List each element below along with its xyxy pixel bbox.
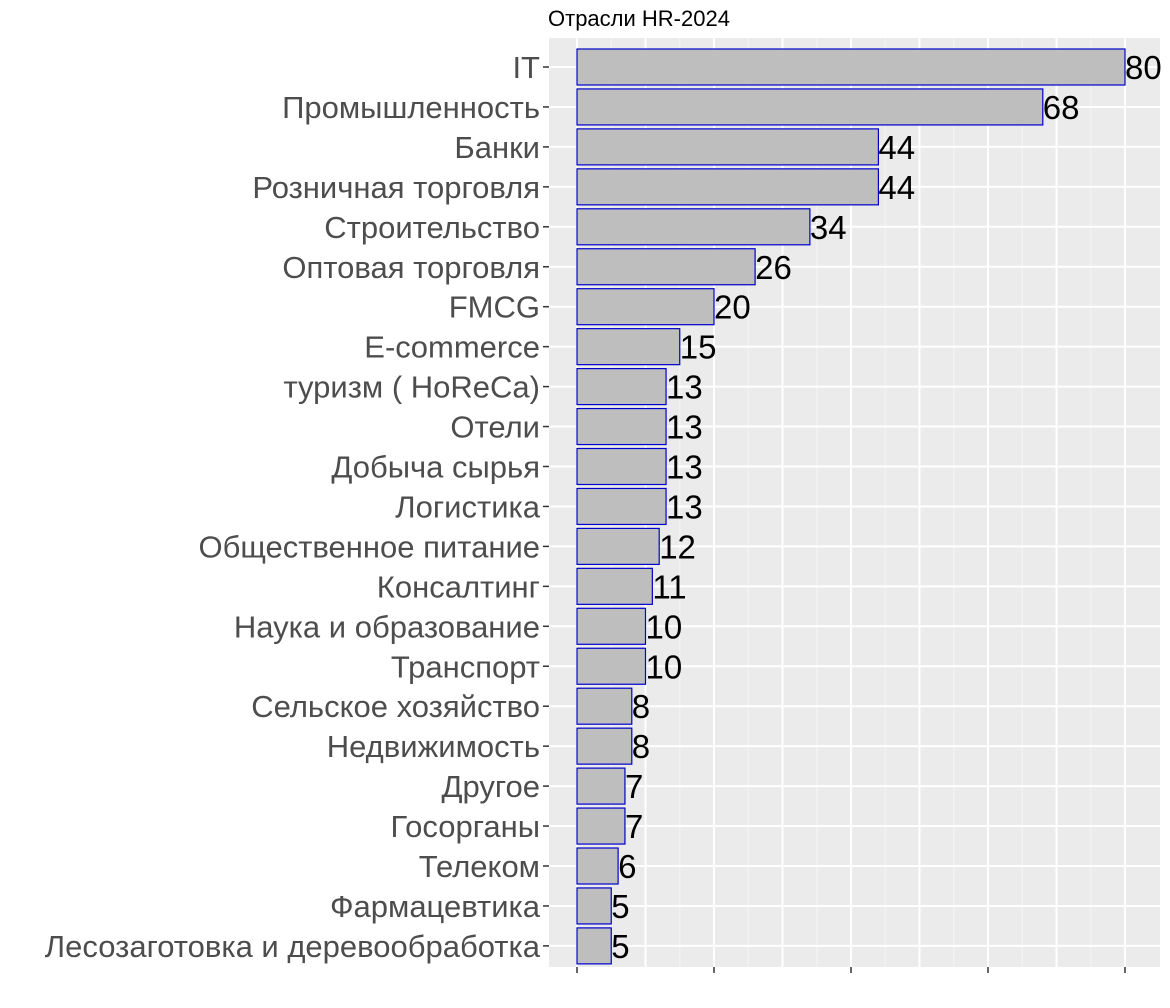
value-label: 26 — [755, 249, 792, 286]
bar — [576, 687, 633, 725]
x-axis-ticks — [543, 66, 1126, 973]
value-label: 34 — [810, 209, 847, 246]
value-label: 10 — [646, 608, 683, 645]
bar — [576, 767, 626, 805]
category-label: Лесозаготовка и деревообработка — [45, 929, 541, 964]
category-label: Логистика — [395, 489, 540, 524]
bar — [576, 527, 660, 566]
category-label: Добыча сырья — [331, 450, 540, 485]
value-label: 44 — [878, 169, 915, 206]
bar — [576, 807, 626, 845]
value-label: 7 — [625, 808, 643, 845]
category-label: Строительство — [324, 210, 540, 245]
category-label: Другое — [442, 769, 541, 804]
bar — [576, 88, 1044, 126]
value-label: 13 — [666, 409, 703, 446]
bar — [576, 647, 647, 685]
category-label: Отели — [450, 410, 540, 445]
bar — [576, 328, 681, 366]
category-label: Телеком — [419, 849, 540, 884]
category-label: Консалтинг — [377, 569, 540, 604]
value-label: 5 — [611, 888, 629, 925]
value-label: 7 — [625, 768, 643, 805]
category-label: Госорганы — [390, 809, 540, 844]
bars — [576, 48, 1126, 965]
category-label: Общественное питание — [198, 529, 540, 564]
category-label: FMCG — [449, 290, 540, 325]
bar — [576, 487, 667, 526]
value-label: 15 — [680, 329, 717, 366]
category-label: туризм ( HoReCa) — [283, 370, 540, 405]
value-label: 80 — [1125, 49, 1162, 86]
bar — [576, 208, 811, 246]
value-label: 20 — [714, 289, 751, 326]
value-label: 6 — [618, 848, 636, 885]
category-label: Промышленность — [282, 90, 540, 125]
bar — [576, 48, 1126, 86]
category-label: Недвижимость — [327, 729, 540, 764]
bar — [576, 927, 612, 965]
category-label: Оптовая торговля — [282, 250, 540, 285]
bar — [576, 407, 667, 446]
value-label: 5 — [611, 928, 629, 965]
bar — [576, 847, 619, 885]
chart-title: Отрасли HR-2024 — [548, 6, 730, 31]
bar — [576, 168, 879, 206]
value-label: 11 — [652, 568, 686, 605]
bar — [576, 727, 633, 765]
bar — [576, 128, 879, 166]
value-label: 13 — [666, 488, 703, 525]
value-label: 44 — [878, 129, 915, 166]
bar — [576, 368, 667, 406]
category-label: Сельское хозяйство — [251, 689, 540, 724]
category-label: Банки — [454, 130, 540, 165]
value-label: 12 — [659, 528, 696, 565]
bar — [576, 288, 715, 326]
value-label: 10 — [646, 648, 683, 685]
category-label: Наука и образование — [234, 609, 540, 644]
bar — [576, 607, 647, 645]
bar — [576, 567, 653, 605]
value-label: 68 — [1043, 89, 1080, 126]
category-labels: IT Промышленность Банки Розничная торговля С… — [45, 50, 541, 964]
category-label: IT — [512, 50, 540, 85]
value-label: 8 — [632, 728, 650, 765]
value-label: 13 — [666, 369, 703, 406]
category-label: Розничная торговля — [252, 170, 540, 205]
value-label: 13 — [666, 449, 703, 486]
category-label: Транспорт — [391, 649, 540, 684]
category-label: E-commerce — [364, 330, 540, 365]
category-label: Фармацевтика — [330, 889, 541, 924]
bar — [576, 887, 612, 925]
bar — [576, 447, 667, 486]
value-label: 8 — [632, 688, 650, 725]
bar — [576, 248, 756, 286]
